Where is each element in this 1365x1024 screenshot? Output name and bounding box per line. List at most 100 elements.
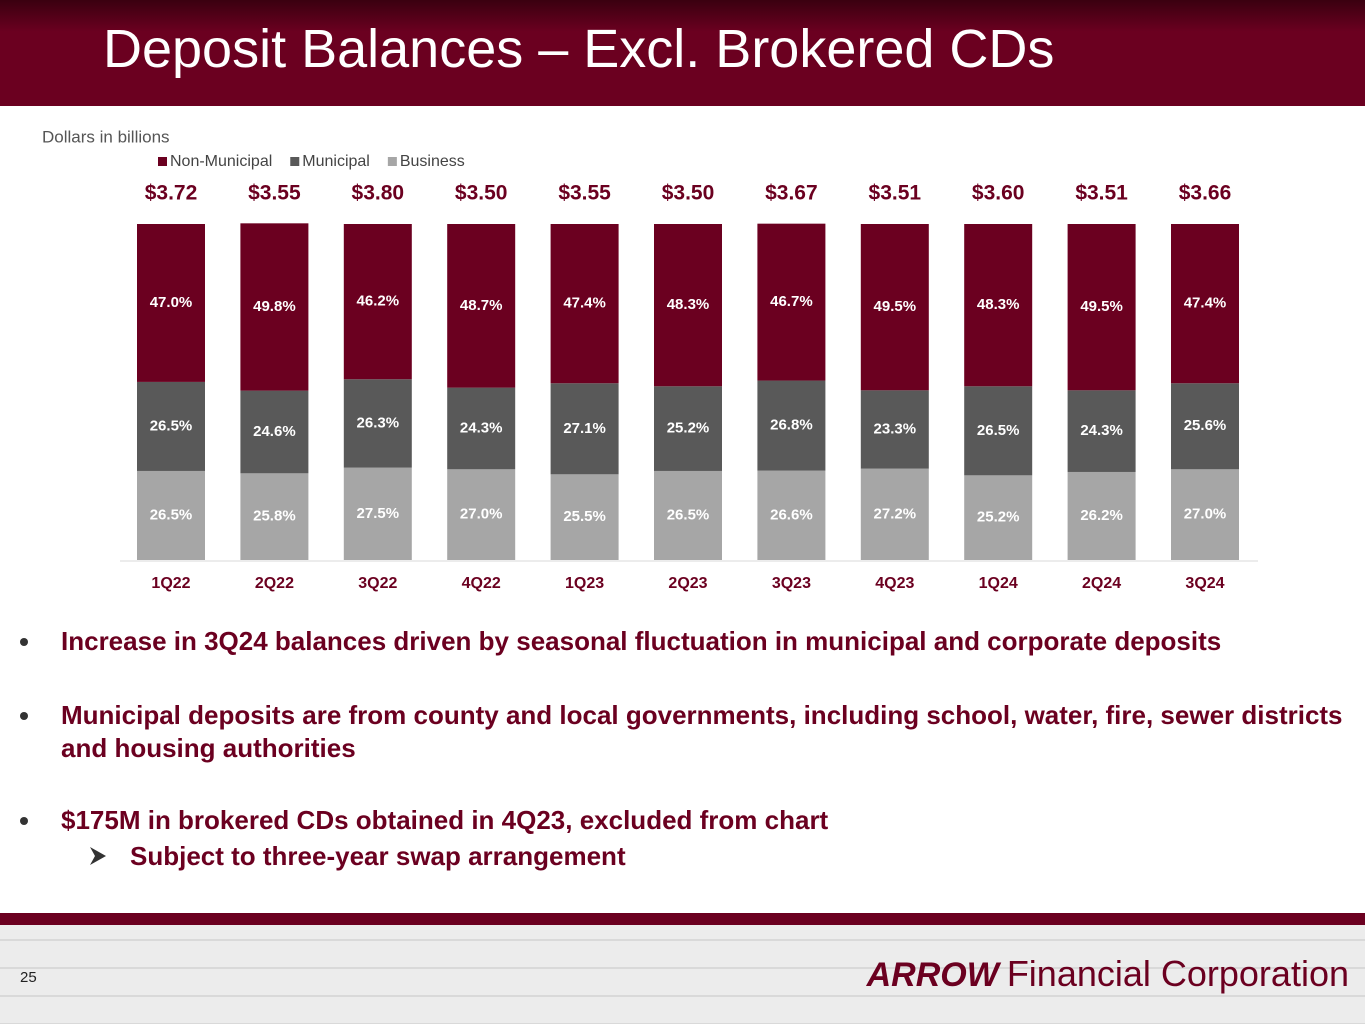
header — [0, 0, 1365, 106]
bullet-dot — [20, 817, 28, 825]
data-label: 46.7% — [770, 293, 813, 310]
x-tick-label: 2Q24 — [1082, 575, 1121, 592]
bar-segment — [137, 381, 205, 471]
data-label: 26.3% — [357, 414, 400, 431]
data-label: 48.3% — [667, 296, 710, 313]
bar-segment — [1171, 469, 1239, 560]
total-label: $3.72 — [145, 182, 198, 205]
logo-text: Financial Corporation — [1006, 953, 1349, 994]
bar-segment — [240, 390, 309, 474]
data-label: 49.8% — [253, 298, 296, 315]
x-tick-label: 1Q22 — [151, 575, 190, 592]
bar-segment — [654, 470, 722, 560]
total-label: $3.55 — [248, 182, 301, 205]
data-label: 49.5% — [874, 298, 917, 315]
chart: Dollars in billions Non-Municipal Municip… — [42, 127, 1258, 592]
bullet: $175M in brokered CDs obtained in 4Q23, … — [61, 805, 829, 835]
data-label: 27.2% — [874, 505, 917, 522]
data-label: 26.5% — [667, 506, 710, 523]
bar-segment — [550, 383, 619, 475]
data-label: 25.2% — [667, 420, 710, 437]
footer-bar — [0, 913, 1365, 925]
bar-segment — [860, 468, 929, 560]
data-label: 27.0% — [460, 506, 503, 523]
legend-label: Business — [400, 153, 465, 170]
total-label: $3.60 — [972, 182, 1025, 205]
bar-segment — [447, 387, 516, 470]
x-tick-label: 3Q23 — [772, 575, 811, 592]
x-tick-label: 3Q22 — [358, 575, 397, 592]
legend-label: Municipal — [302, 153, 370, 170]
total-label: $3.80 — [352, 182, 405, 205]
bar-segment — [343, 467, 412, 560]
x-tick-label: 4Q22 — [462, 575, 501, 592]
x-tick-label: 1Q23 — [565, 575, 604, 592]
bar-segment — [964, 224, 1033, 387]
bar-segment — [964, 475, 1033, 560]
bar-segment — [550, 224, 619, 384]
x-tick-label: 2Q22 — [255, 575, 294, 592]
data-label: 24.3% — [460, 419, 503, 436]
chart-subtitle: Dollars in billions — [42, 127, 170, 146]
data-label: 27.5% — [357, 505, 400, 522]
data-label: 47.4% — [563, 295, 606, 312]
total-label: $3.67 — [765, 182, 818, 205]
bar-segment — [137, 224, 205, 382]
x-tick-label: 3Q24 — [1185, 575, 1224, 592]
data-label: 26.5% — [977, 422, 1020, 439]
legend-swatch — [290, 157, 300, 166]
bullet: Municipal deposits are from county and l… — [61, 700, 1343, 763]
sub-bullet-arrow — [90, 847, 106, 865]
bar-segment — [757, 470, 826, 560]
data-label: 26.5% — [150, 506, 193, 523]
logo: ARROW Financial Corporation — [867, 953, 1349, 995]
data-label: 26.2% — [1080, 507, 1123, 524]
x-tick-label: 4Q23 — [875, 575, 914, 592]
bar-segment — [137, 470, 205, 560]
data-label: 49.5% — [1080, 298, 1123, 315]
data-label: 46.2% — [357, 293, 400, 310]
total-label: $3.55 — [558, 182, 611, 205]
bar-segment — [1067, 224, 1136, 391]
logo-mark: ARROW — [866, 956, 999, 994]
bar-segment — [1171, 383, 1239, 470]
bar-segment — [654, 386, 722, 471]
bar-segment — [757, 223, 826, 381]
bar-segment — [240, 223, 309, 391]
bar-segment — [550, 474, 619, 560]
data-label: 24.3% — [1080, 422, 1123, 439]
legend-swatch — [387, 157, 397, 166]
bar-segment — [964, 386, 1033, 476]
data-label: 26.5% — [150, 417, 193, 434]
legend-label: Non-Municipal — [170, 153, 272, 170]
data-label: 47.4% — [1184, 295, 1227, 312]
data-label: 23.3% — [874, 420, 917, 437]
data-label: 48.7% — [460, 297, 503, 314]
bar-segment — [240, 473, 309, 560]
data-label: 25.6% — [1184, 417, 1227, 434]
data-label: 25.5% — [563, 508, 606, 525]
bullet: Increase in 3Q24 balances driven by seas… — [61, 626, 1222, 656]
page-number: 25 — [20, 969, 37, 986]
data-label: 26.8% — [770, 417, 813, 434]
total-label: $3.51 — [1075, 182, 1128, 205]
legend-swatch — [158, 157, 167, 166]
data-label: 48.3% — [977, 296, 1020, 313]
data-label: 47.0% — [150, 294, 193, 311]
bar-segment — [343, 379, 412, 468]
bar-segment — [1171, 224, 1239, 384]
bullet-dot — [20, 638, 28, 646]
data-label: 25.2% — [977, 509, 1020, 526]
total-label: $3.66 — [1179, 182, 1232, 205]
bullet-dot — [20, 712, 28, 720]
sub-bullet: Subject to three-year swap arrangement — [130, 841, 626, 871]
data-label: 25.8% — [253, 508, 296, 525]
total-label: $3.51 — [869, 182, 922, 205]
bar-segment — [860, 224, 929, 391]
data-label: 27.0% — [1184, 506, 1227, 523]
bar-segment — [343, 224, 412, 380]
x-tick-label: 1Q24 — [979, 575, 1018, 592]
data-label: 27.1% — [563, 420, 606, 437]
total-label: $3.50 — [455, 182, 508, 205]
